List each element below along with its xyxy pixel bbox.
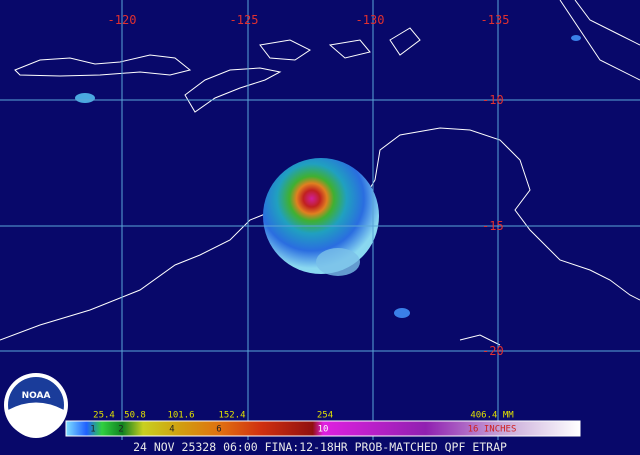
graticule [0,0,640,440]
rainfall-area [316,248,360,276]
rainfall-area [75,93,95,103]
rainfall-area [263,158,379,274]
rainfall-area [394,308,410,318]
latitude-label: -15 [482,219,504,233]
coastlines [0,0,640,346]
legend-mm-label: 406.4 MM [470,411,514,421]
legend: 25.4 50.8 101.6 152.4 254 406.4 MM 1 2 4… [65,411,581,437]
latitude-label: -10 [482,93,504,107]
legend-mm-label: 254 [317,411,333,421]
legend-mm-label: 152.4 [218,411,245,421]
rainfall-area [571,35,581,41]
legend-mm-label: 50.8 [124,411,146,421]
legend-inch-label: 1 [90,425,95,435]
longitude-label: -125 [230,13,259,27]
legend-inch-label: 10 [318,425,329,435]
longitude-label: -130 [356,13,385,27]
legend-colorbar [65,420,581,437]
longitude-label: -120 [108,13,137,27]
logo-bird [8,402,64,438]
legend-inch-label: 2 [118,425,123,435]
legend-mm-label: 101.6 [167,411,194,421]
legend-mm-label: 25.4 [93,411,115,421]
legend-inch-label: 6 [216,425,221,435]
legend-inch-label: 16 INCHES [468,425,517,435]
caption: 24 NOV 25328 06:00 FINA:12-18HR PROB-MAT… [133,440,507,454]
latitude-label: -20 [482,344,504,358]
legend-inch-label: 4 [169,425,174,435]
logo-text: NOAA [22,391,51,401]
noaa-logo: NOAA [4,373,68,438]
longitude-label: -135 [481,13,510,27]
